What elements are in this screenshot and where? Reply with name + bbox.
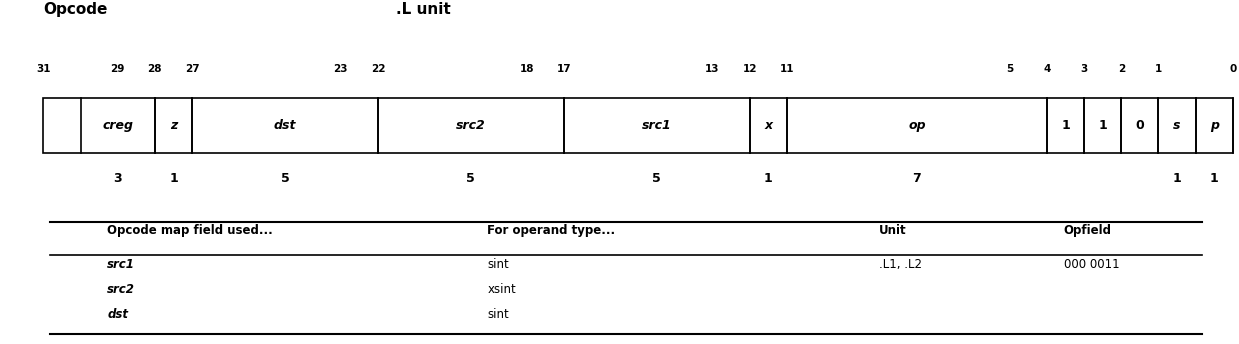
Text: sint: sint	[487, 308, 509, 321]
Text: 5: 5	[1006, 64, 1014, 74]
Text: src1: src1	[642, 119, 672, 132]
Text: 31: 31	[36, 64, 51, 74]
Text: 0: 0	[1229, 64, 1237, 74]
Text: 5: 5	[466, 172, 476, 185]
Text: 1: 1	[1155, 64, 1162, 74]
Text: 000 0011: 000 0011	[1063, 258, 1119, 271]
Text: 12: 12	[742, 64, 757, 74]
Text: 18: 18	[519, 64, 534, 74]
Text: creg: creg	[102, 119, 134, 132]
Text: src1: src1	[107, 258, 135, 271]
Text: p: p	[1209, 119, 1219, 132]
Text: 3: 3	[1080, 64, 1088, 74]
Text: s: s	[1173, 119, 1181, 132]
Text: 29: 29	[110, 64, 125, 74]
Text: For operand type...: For operand type...	[487, 224, 616, 237]
Text: 4: 4	[1043, 64, 1051, 74]
Text: 23: 23	[333, 64, 348, 74]
Text: 7: 7	[912, 172, 922, 185]
Text: 2: 2	[1118, 64, 1125, 74]
Bar	[43, 98, 1233, 153]
Text: 5: 5	[280, 172, 290, 185]
Text: dst: dst	[107, 308, 128, 321]
Text: Opcode: Opcode	[43, 2, 108, 17]
Text: .L1, .L2: .L1, .L2	[880, 258, 922, 271]
Text: 5: 5	[652, 172, 662, 185]
Text: 17: 17	[556, 64, 571, 74]
Text: 27: 27	[185, 64, 199, 74]
Text: 1: 1	[1172, 172, 1182, 185]
Text: .L unit: .L unit	[396, 2, 451, 17]
Text: 1: 1	[169, 172, 178, 185]
Text: Opcode map field used...: Opcode map field used...	[107, 224, 273, 237]
Text: Opfield: Opfield	[1063, 224, 1111, 237]
Text: xsint: xsint	[487, 283, 517, 296]
Text: 0: 0	[1135, 119, 1145, 132]
Text: 11: 11	[779, 64, 794, 74]
Text: op: op	[908, 119, 926, 132]
Text: z: z	[170, 119, 177, 132]
Text: src2: src2	[107, 283, 135, 296]
Text: src2: src2	[456, 119, 486, 132]
Text: 22: 22	[370, 64, 385, 74]
Text: dst: dst	[274, 119, 296, 132]
Text: 28: 28	[147, 64, 162, 74]
Text: 1: 1	[763, 172, 773, 185]
Text: 1: 1	[1061, 119, 1070, 132]
Text: 13: 13	[705, 64, 720, 74]
Text: 3: 3	[114, 172, 121, 185]
Text: Unit: Unit	[880, 224, 907, 237]
Text: x: x	[764, 119, 772, 132]
Text: sint: sint	[487, 258, 509, 271]
Text: 1: 1	[1209, 172, 1219, 185]
Text: 1: 1	[1098, 119, 1108, 132]
